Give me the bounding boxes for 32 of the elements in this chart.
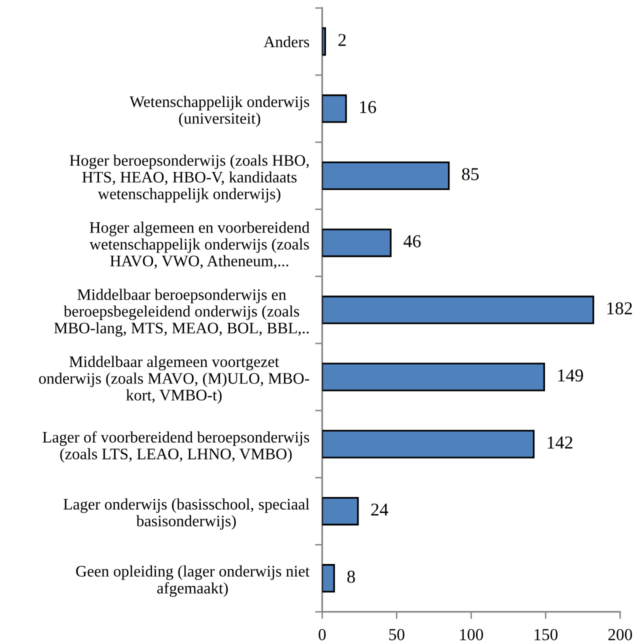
y-tick-label: Geen opleiding (lager onderwijs niet afgemaakt) bbox=[76, 565, 310, 597]
y-tick-label: Hoger algemeen en voorbereidend wetenschappelijk onderwijs (zoals HAVO, VWO, Atheneum,... bbox=[90, 222, 310, 269]
y-tick-label: Lager of voorbereidend beroepsonderwijs (zoals LTS, LEAO, LHNO, VMBO) bbox=[42, 431, 310, 463]
bar bbox=[322, 362, 545, 392]
data-label: 2 bbox=[338, 34, 346, 46]
data-label: 149 bbox=[558, 369, 584, 382]
x-tick-label: 100 bbox=[460, 628, 484, 640]
bar bbox=[322, 228, 392, 258]
x-tick-label: 150 bbox=[534, 628, 558, 640]
data-label: 85 bbox=[462, 168, 479, 180]
data-label: 46 bbox=[404, 235, 421, 248]
data-label: 24 bbox=[371, 504, 388, 516]
y-tick-label: Middelbaar algemeen voortgezet onderwijs (zoals MAVO, (M)ULO, MBO- kort, VMBO-t) bbox=[39, 356, 310, 404]
data-label: 142 bbox=[548, 436, 572, 448]
bar bbox=[322, 161, 450, 190]
data-label: 8 bbox=[347, 570, 355, 583]
x-tick-label: 0 bbox=[318, 628, 326, 640]
data-label: 16 bbox=[360, 101, 376, 114]
y-tick-label: Hoger beroepsonderwijs (zoals HBO, HTS, HEAO, HBO-V, kandidaats wetenschappelijk onderwijs) bbox=[70, 154, 309, 203]
x-tick-label: 50 bbox=[389, 628, 404, 640]
bar bbox=[322, 296, 594, 324]
y-tick-label: Anders bbox=[264, 36, 310, 48]
y-tick-label: Wetenschappelijk onderwijs (universiteit) bbox=[130, 96, 310, 128]
y-tick-label: Middelbaar beroepsonderwijs en beroepsbegeleidend onderwijs (zoals MBO-lang, MTS, MEAO, BOL, BBL,.. bbox=[54, 288, 309, 337]
x-tick-label: 200 bbox=[608, 628, 632, 640]
y-tick-label: Lager onderwijs (basisschool, speciaal basisonderwijs) bbox=[64, 498, 310, 530]
bar bbox=[322, 27, 326, 56]
bar bbox=[322, 430, 535, 458]
bar bbox=[322, 496, 359, 526]
bar bbox=[322, 564, 335, 593]
bar bbox=[322, 94, 347, 123]
data-label: 182 bbox=[607, 302, 632, 314]
